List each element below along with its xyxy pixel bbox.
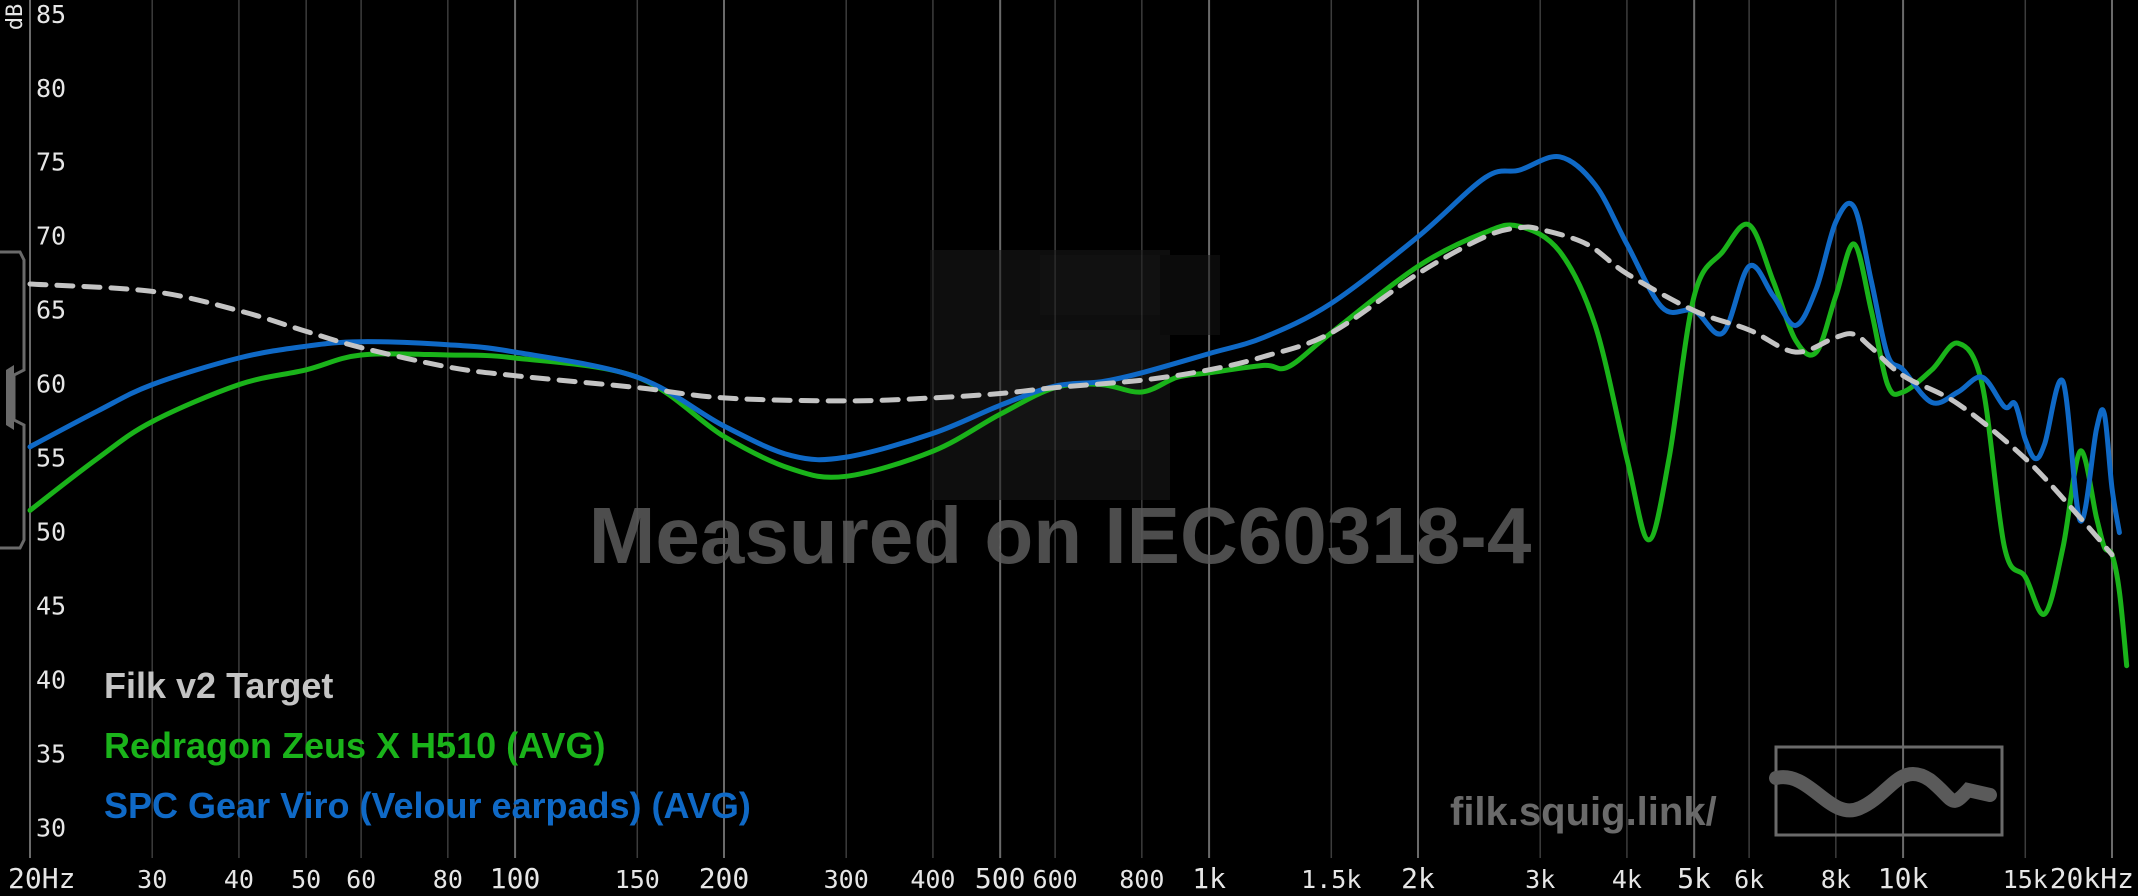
legend: Filk v2 Target Redragon Zeus X H510 (AVG)… <box>104 665 751 826</box>
logo-icon <box>1769 745 2004 837</box>
x-tick-label-300: 300 <box>824 865 869 894</box>
x-tick-label-100: 100 <box>490 862 541 895</box>
y-tick-label-85: 85 <box>36 0 66 29</box>
x-tick-label-20khz: 20kHz <box>2050 862 2134 895</box>
x-tick-label-80: 80 <box>433 865 463 894</box>
x-tick-label-50: 50 <box>291 865 321 894</box>
x-tick-label-15k: 15k <box>2003 865 2048 894</box>
x-tick-label-10k: 10k <box>1878 862 1929 895</box>
y-tick-label-35: 35 <box>36 739 66 768</box>
series-layer <box>27 154 2130 669</box>
legend-entry-target[interactable]: Filk v2 Target <box>104 665 333 706</box>
site-url: filk.squig.link/ <box>1450 790 1717 834</box>
x-tick-label-4k: 4k <box>1612 865 1642 894</box>
y-tick-label-40: 40 <box>36 665 66 694</box>
x-tick-label-400: 400 <box>910 865 955 894</box>
x-tick-label-3k: 3k <box>1525 865 1555 894</box>
y-tick-label-55: 55 <box>36 444 66 473</box>
y-tick-label-75: 75 <box>36 148 66 177</box>
y-tick-label-65: 65 <box>36 296 66 325</box>
x-tick-label-30: 30 <box>137 865 167 894</box>
y-tick-label-30: 30 <box>36 813 66 842</box>
x-tick-label-150: 150 <box>615 865 660 894</box>
series-line-spc <box>27 154 2122 536</box>
x-tick-label-2k: 2k <box>1401 862 1435 895</box>
x-tick-label-200: 200 <box>699 862 750 895</box>
x-tick-label-500: 500 <box>975 862 1026 895</box>
y-tick-label-50: 50 <box>36 518 66 547</box>
x-tick-label-5k: 5k <box>1677 862 1711 895</box>
legend-entry-redragon[interactable]: Redragon Zeus X H510 (AVG) <box>104 725 605 766</box>
x-tick-label-1-5k: 1.5k <box>1301 865 1361 894</box>
y-tick-label-45: 45 <box>36 592 66 621</box>
y-scrollbar[interactable] <box>0 250 26 550</box>
y-unit-label: dB <box>3 4 28 31</box>
x-tick-label-1k: 1k <box>1192 862 1226 895</box>
y-tick-label-80: 80 <box>36 74 66 103</box>
x-tick-label-6k: 6k <box>1734 865 1764 894</box>
x-tick-label-8k: 8k <box>1821 865 1851 894</box>
y-tick-label-70: 70 <box>36 222 66 251</box>
x-tick-label-600: 600 <box>1033 865 1078 894</box>
x-tick-label-60: 60 <box>346 865 376 894</box>
series-line-target <box>27 224 2115 558</box>
legend-entry-spc[interactable]: SPC Gear Viro (Velour earpads) (AVG) <box>104 785 751 826</box>
x-tick-label-800: 800 <box>1119 865 1164 894</box>
y-tick-label-60: 60 <box>36 370 66 399</box>
watermark-text: Measured on IEC60318-4 <box>589 491 1532 580</box>
x-tick-label-40: 40 <box>224 865 254 894</box>
x-tick-label-20hz: 20Hz <box>8 862 75 895</box>
tick-layer: 20Hz 30 40 50 60 80 100 150 200 300 400 500 600 800 1k… <box>8 0 2134 895</box>
